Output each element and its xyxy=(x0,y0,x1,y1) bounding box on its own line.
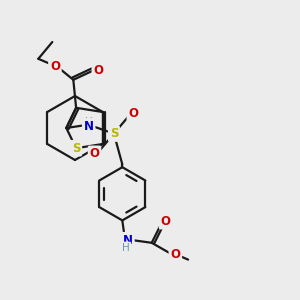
Text: O: O xyxy=(93,64,103,76)
Text: O: O xyxy=(89,147,100,160)
Text: N: N xyxy=(123,234,133,247)
Text: H: H xyxy=(122,243,130,253)
Text: O: O xyxy=(128,107,138,120)
Text: O: O xyxy=(160,215,170,228)
Text: O: O xyxy=(50,60,60,73)
Text: H: H xyxy=(85,117,93,127)
Text: N: N xyxy=(84,120,94,133)
Text: O: O xyxy=(170,248,180,262)
Text: S: S xyxy=(72,142,80,155)
Text: S: S xyxy=(110,127,118,140)
